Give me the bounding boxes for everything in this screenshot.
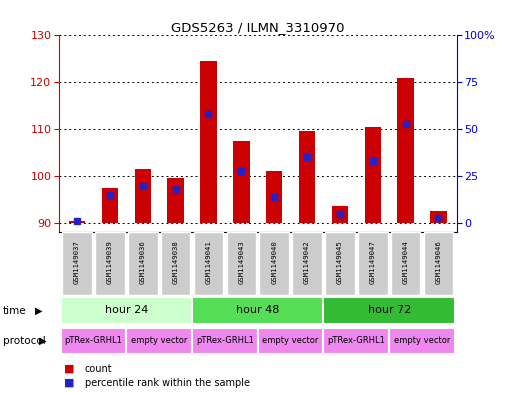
Bar <box>324 298 455 324</box>
Text: GSM1149040: GSM1149040 <box>271 241 277 284</box>
Text: GSM1149044: GSM1149044 <box>403 241 409 284</box>
Bar <box>61 328 126 354</box>
Bar <box>200 61 216 223</box>
Text: GSM1149039: GSM1149039 <box>107 241 113 284</box>
Bar <box>192 298 324 324</box>
Bar <box>332 206 348 223</box>
Text: percentile rank within the sample: percentile rank within the sample <box>85 378 250 388</box>
Text: GSM1149047: GSM1149047 <box>370 241 376 284</box>
Bar <box>292 232 322 295</box>
Bar <box>365 127 381 223</box>
Bar <box>233 141 249 223</box>
Bar <box>102 188 118 223</box>
Bar <box>258 328 324 354</box>
Bar <box>95 232 125 295</box>
Text: hour 24: hour 24 <box>105 305 148 315</box>
Text: GSM1149046: GSM1149046 <box>436 241 442 284</box>
Text: hour 72: hour 72 <box>367 305 411 315</box>
Text: empty vector: empty vector <box>394 336 450 345</box>
Text: empty vector: empty vector <box>131 336 187 345</box>
Bar <box>227 232 256 295</box>
Bar <box>161 232 190 295</box>
Text: pTRex-GRHL1: pTRex-GRHL1 <box>196 336 254 345</box>
Bar <box>266 171 283 223</box>
Text: time: time <box>3 306 26 316</box>
Bar <box>389 328 455 354</box>
Text: pTRex-GRHL1: pTRex-GRHL1 <box>65 336 123 345</box>
Bar <box>61 298 192 324</box>
Text: GSM1149038: GSM1149038 <box>173 241 179 284</box>
Text: GSM1149043: GSM1149043 <box>239 241 244 284</box>
Bar <box>430 211 447 223</box>
Bar <box>424 232 453 295</box>
Text: GSM1149037: GSM1149037 <box>74 241 80 284</box>
Text: GSM1149036: GSM1149036 <box>140 241 146 284</box>
Text: protocol: protocol <box>3 336 45 346</box>
Text: GSM1149042: GSM1149042 <box>304 241 310 284</box>
Bar <box>69 220 85 223</box>
Bar <box>134 169 151 223</box>
Bar <box>62 232 92 295</box>
Text: GSM1149045: GSM1149045 <box>337 241 343 284</box>
Text: empty vector: empty vector <box>263 336 319 345</box>
Bar <box>128 232 157 295</box>
Bar <box>398 77 414 223</box>
Text: count: count <box>85 364 112 374</box>
Bar <box>391 232 421 295</box>
Bar <box>260 232 289 295</box>
Title: GDS5263 / ILMN_3310970: GDS5263 / ILMN_3310970 <box>171 21 345 34</box>
Text: pTRex-GRHL1: pTRex-GRHL1 <box>327 336 385 345</box>
Text: ▶: ▶ <box>35 306 43 316</box>
Bar <box>126 328 192 354</box>
Bar <box>324 328 389 354</box>
Text: ■: ■ <box>64 378 74 388</box>
Bar <box>192 328 258 354</box>
Text: ■: ■ <box>64 364 74 374</box>
Bar <box>194 232 223 295</box>
Bar <box>299 132 315 223</box>
Bar <box>167 178 184 223</box>
Text: hour 48: hour 48 <box>236 305 280 315</box>
Text: ▶: ▶ <box>38 336 46 346</box>
Bar <box>358 232 387 295</box>
Text: GSM1149041: GSM1149041 <box>206 241 211 284</box>
Bar <box>325 232 354 295</box>
